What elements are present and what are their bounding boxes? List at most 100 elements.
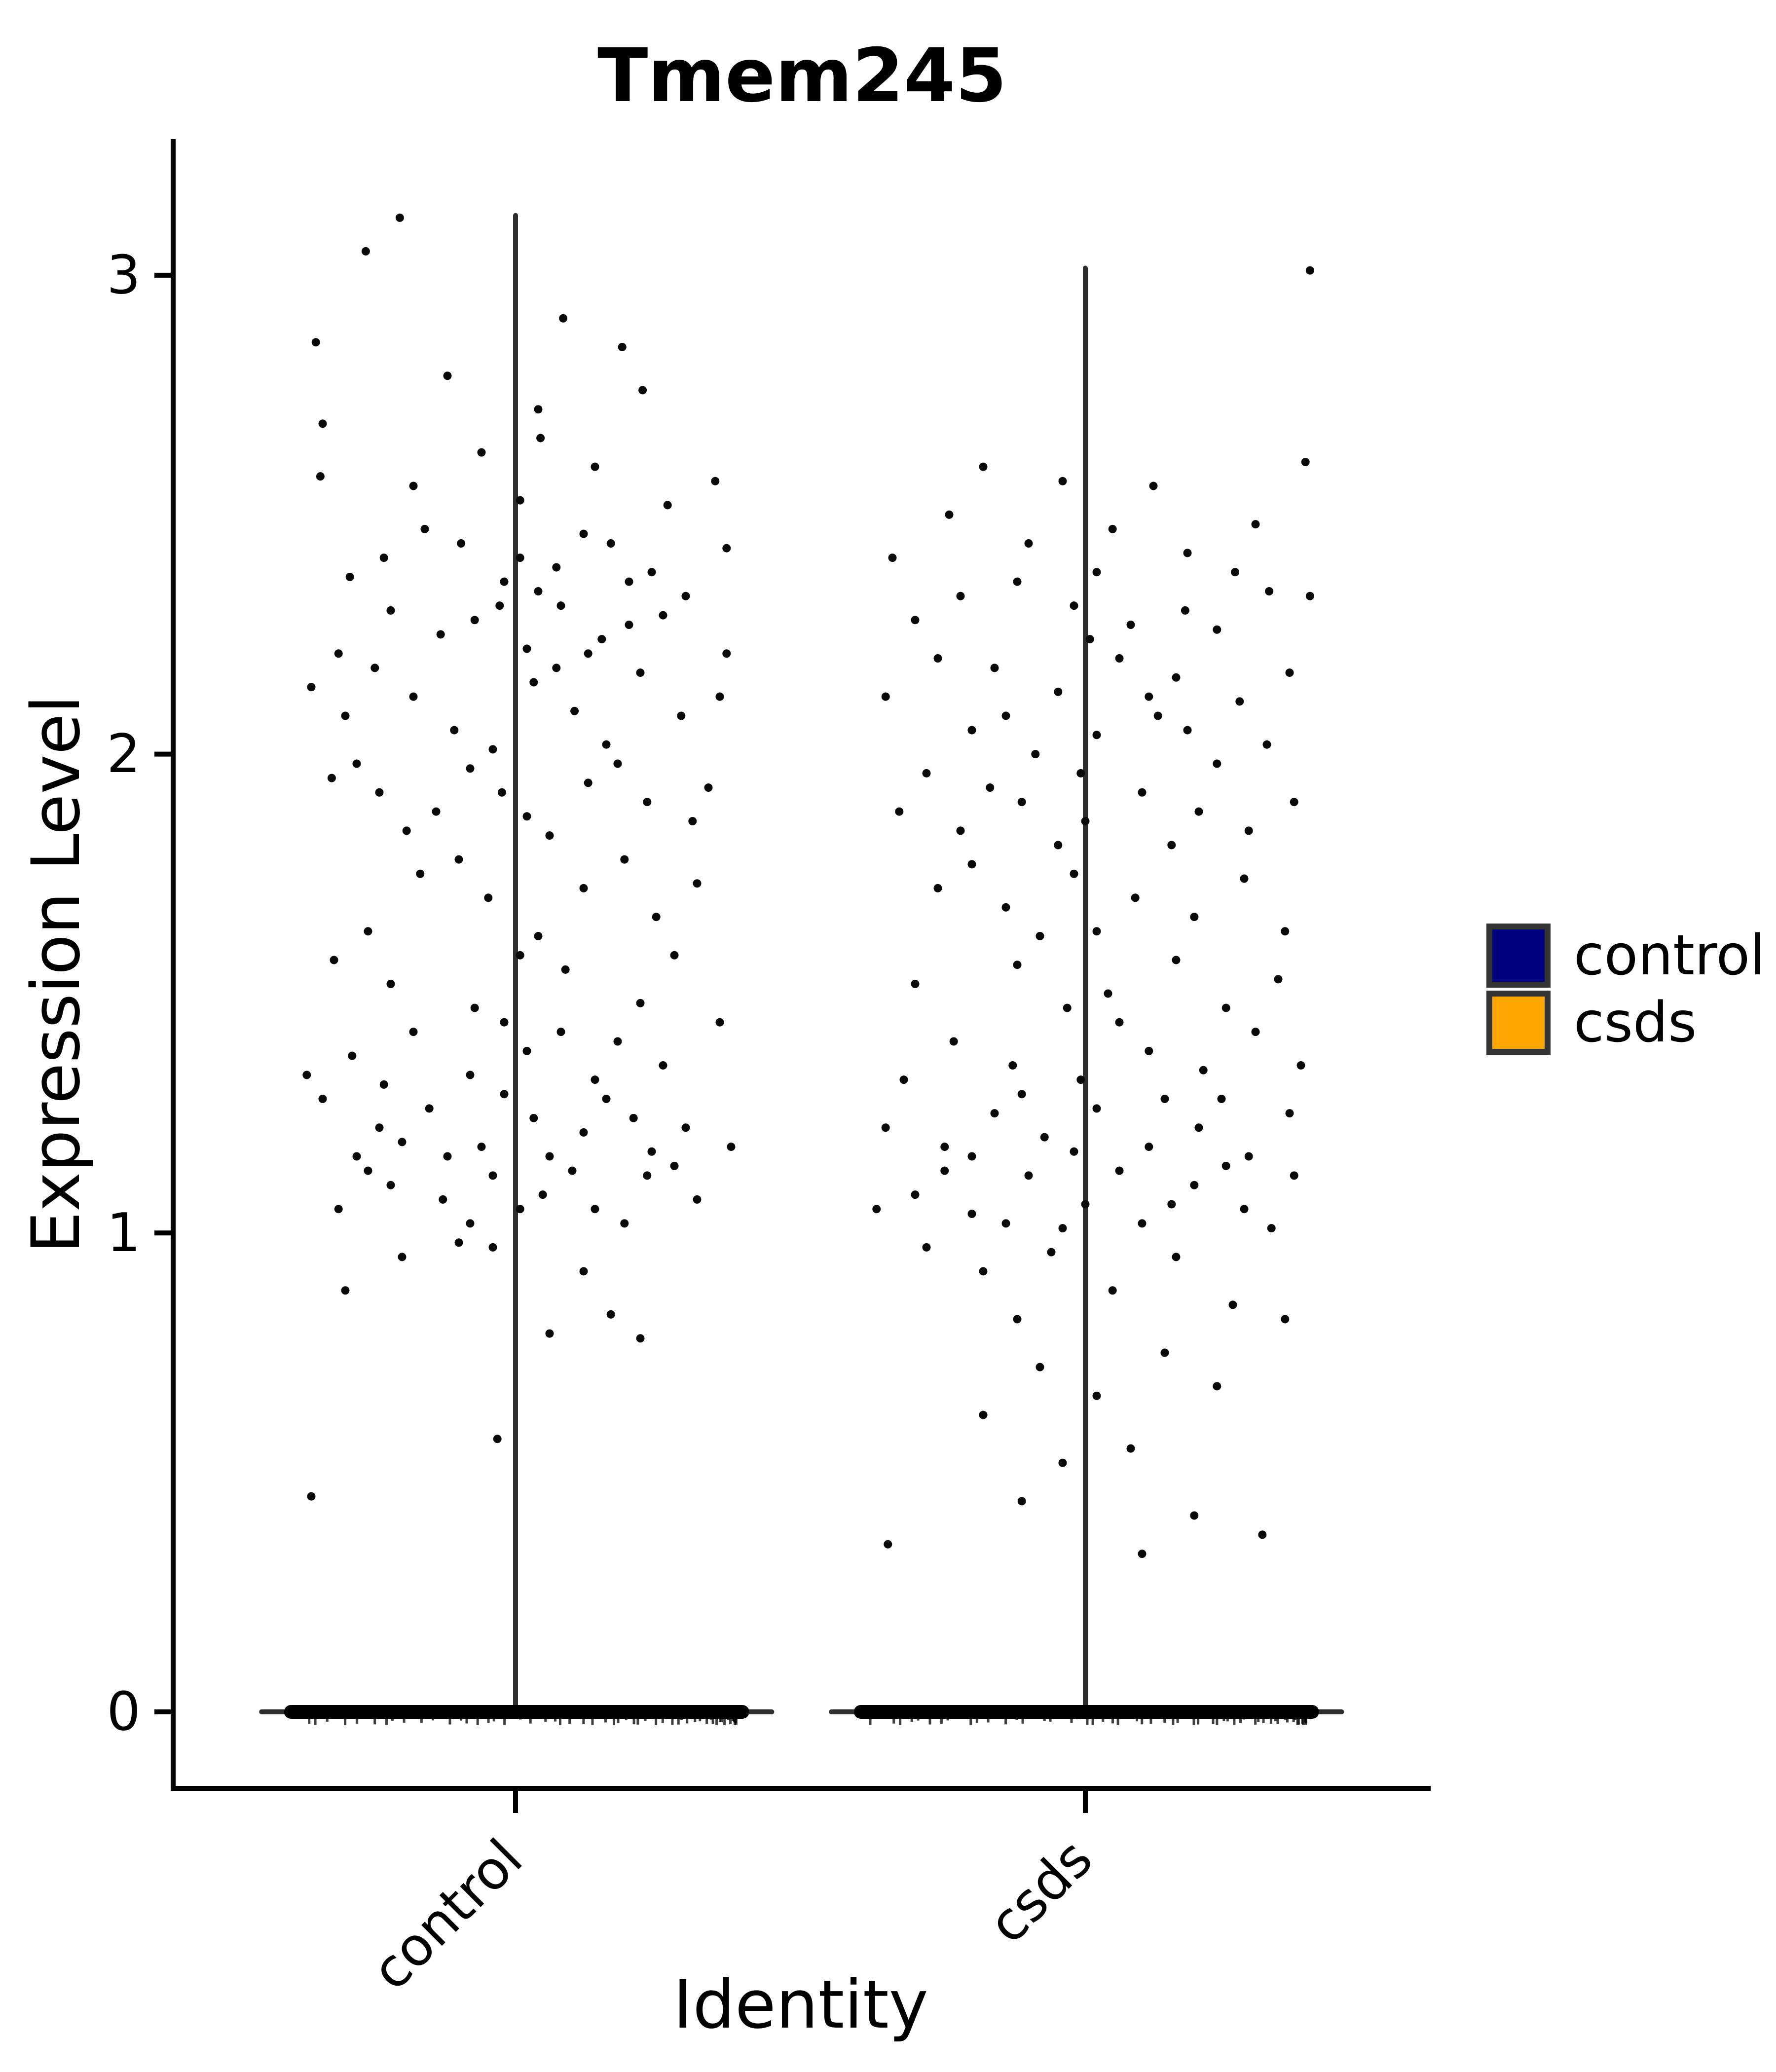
- zero-band-fuzz: [677, 1717, 680, 1725]
- data-point: [1145, 1046, 1153, 1055]
- zero-band-fuzz: [1239, 1717, 1242, 1723]
- data-point: [636, 999, 645, 1007]
- zero-band-fuzz: [735, 1717, 738, 1725]
- data-point: [1108, 1286, 1117, 1295]
- data-point: [1183, 549, 1192, 557]
- zero-band-fuzz: [554, 1717, 557, 1722]
- data-point: [398, 1138, 407, 1147]
- violin-spike-csds: [1083, 265, 1088, 1712]
- data-point: [1305, 592, 1314, 600]
- data-point: [500, 1090, 509, 1099]
- zero-band-fuzz: [1292, 1717, 1295, 1723]
- data-point: [990, 664, 999, 672]
- data-point: [488, 1171, 497, 1180]
- zero-band-fuzz: [1296, 1717, 1299, 1725]
- zero-band-fuzz: [1111, 1717, 1114, 1724]
- data-point: [1031, 750, 1040, 759]
- data-point: [1092, 731, 1101, 740]
- data-point: [1115, 1166, 1124, 1175]
- zero-band-fuzz: [1141, 1717, 1144, 1725]
- zero-band-fuzz: [940, 1717, 943, 1724]
- data-point: [1244, 1152, 1253, 1161]
- data-point: [318, 419, 327, 428]
- data-point: [597, 635, 606, 644]
- data-point: [466, 764, 475, 773]
- data-point: [881, 1123, 890, 1132]
- data-point: [484, 893, 493, 902]
- zero-band-fuzz: [715, 1717, 718, 1725]
- zero-band-fuzz: [1176, 1717, 1179, 1723]
- zero-band-fuzz: [617, 1717, 620, 1723]
- y-axis-label: Expression Level: [17, 695, 95, 1254]
- zero-band-fuzz: [1269, 1717, 1272, 1724]
- data-point: [606, 539, 615, 548]
- data-point: [500, 577, 509, 586]
- zero-band-fuzz: [476, 1717, 479, 1725]
- data-point: [990, 1109, 999, 1118]
- zero-band-fuzz: [720, 1717, 723, 1723]
- data-point: [722, 544, 731, 553]
- data-point: [979, 1267, 988, 1276]
- data-point: [556, 601, 565, 610]
- zero-band-fuzz: [558, 1717, 561, 1725]
- zero-band-fuzz: [591, 1717, 594, 1725]
- data-point: [568, 1166, 577, 1175]
- data-point: [1001, 1219, 1010, 1228]
- data-point: [956, 592, 965, 600]
- data-point: [409, 481, 418, 490]
- data-point: [911, 616, 920, 625]
- data-point: [1160, 1348, 1169, 1357]
- data-point: [584, 649, 592, 658]
- data-point: [409, 1028, 418, 1036]
- zero-band-fuzz: [604, 1717, 607, 1723]
- zero-band-fuzz: [644, 1717, 647, 1721]
- data-point: [681, 1123, 690, 1132]
- data-point: [516, 554, 524, 562]
- data-point: [395, 213, 404, 222]
- data-point: [1231, 568, 1240, 577]
- zero-band-fuzz: [344, 1717, 347, 1725]
- zero-band-fuzz: [1233, 1717, 1236, 1725]
- zero-band-fuzz: [1216, 1717, 1219, 1725]
- zero-band-fuzz: [1294, 1717, 1296, 1720]
- zero-band-fuzz: [975, 1717, 978, 1723]
- data-point: [334, 1205, 343, 1214]
- zero-band-fuzz: [1262, 1717, 1265, 1723]
- zero-band-fuzz: [1043, 1717, 1046, 1721]
- data-point: [1258, 1530, 1267, 1539]
- legend-swatch-control: [1486, 924, 1551, 988]
- data-point: [1092, 568, 1101, 577]
- data-point: [1301, 457, 1310, 466]
- data-point: [1126, 621, 1135, 629]
- zero-band-fuzz: [420, 1717, 423, 1723]
- data-point: [1305, 266, 1314, 275]
- data-point: [636, 1334, 645, 1343]
- data-point: [1076, 769, 1085, 777]
- data-point: [352, 1152, 361, 1161]
- zero-band-fuzz: [1222, 1717, 1225, 1721]
- data-point: [1024, 539, 1033, 548]
- data-point: [416, 869, 425, 878]
- data-point: [688, 816, 697, 825]
- data-point: [1183, 726, 1192, 735]
- data-point: [450, 726, 459, 735]
- zero-band-fuzz: [460, 1717, 463, 1721]
- data-point: [618, 343, 627, 352]
- data-point: [1190, 1511, 1199, 1520]
- points-control: [302, 213, 736, 1501]
- data-point: [1217, 1095, 1226, 1104]
- data-point: [620, 855, 629, 864]
- data-point: [1108, 524, 1117, 533]
- zero-band-fuzz: [1284, 1717, 1287, 1720]
- data-point: [1281, 927, 1290, 936]
- data-point: [949, 1037, 958, 1046]
- data-point: [1092, 1391, 1101, 1400]
- zero-band-fuzz: [636, 1717, 639, 1725]
- data-point: [1194, 807, 1203, 816]
- zero-band-fuzz: [869, 1717, 872, 1725]
- zero-band-fuzz: [987, 1717, 990, 1723]
- data-point: [940, 1143, 949, 1151]
- zero-band-fuzz: [729, 1717, 732, 1724]
- data-point: [1244, 826, 1253, 835]
- data-point: [307, 1492, 316, 1501]
